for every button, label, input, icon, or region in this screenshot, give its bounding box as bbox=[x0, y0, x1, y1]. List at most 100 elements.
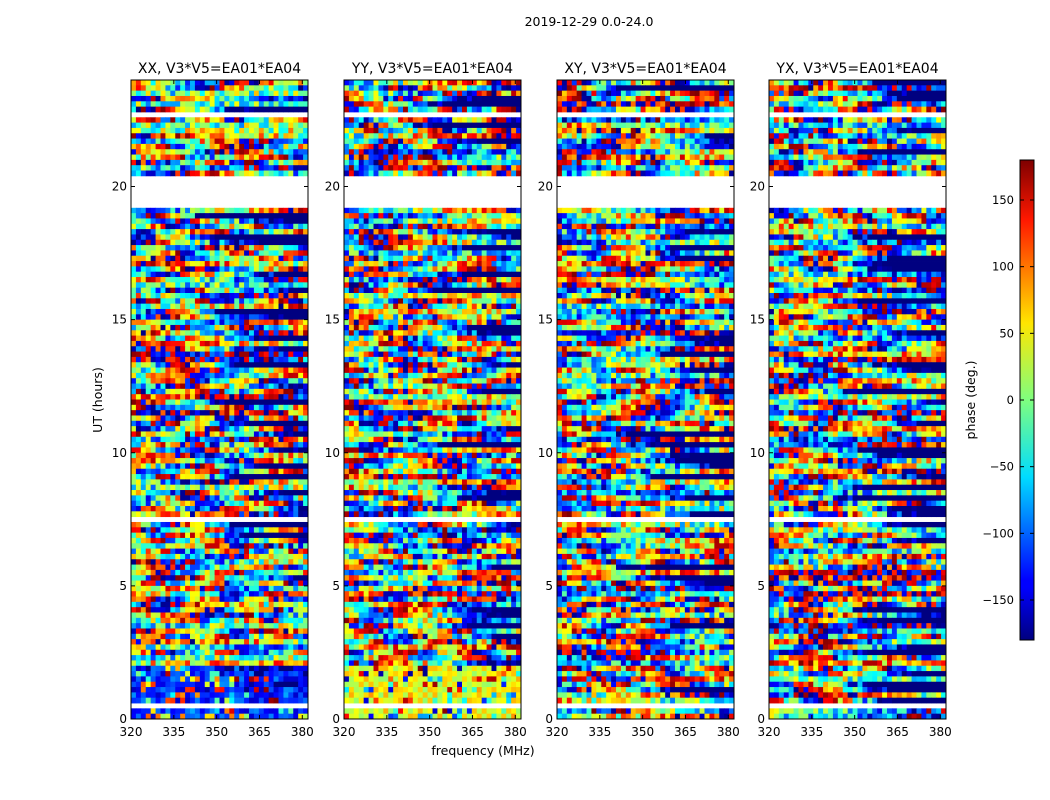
heatmap-cell bbox=[185, 298, 191, 305]
heatmap-cell bbox=[209, 314, 215, 321]
heatmap-cell bbox=[160, 458, 166, 464]
heatmap-cell bbox=[258, 697, 265, 704]
heatmap-cell bbox=[194, 500, 201, 507]
heatmap-cell bbox=[452, 90, 458, 97]
heatmap-cell bbox=[229, 665, 235, 672]
heatmap-cell bbox=[204, 293, 211, 299]
heatmap-cell bbox=[209, 383, 215, 390]
heatmap-cell bbox=[185, 106, 191, 113]
heatmap-cell bbox=[209, 612, 215, 619]
heatmap-cell bbox=[278, 490, 284, 496]
heatmap-cell bbox=[204, 713, 211, 720]
heatmap-cell bbox=[496, 154, 502, 161]
heatmap-cell bbox=[293, 404, 299, 411]
heatmap-cell bbox=[273, 298, 279, 305]
heatmap-cell bbox=[219, 431, 225, 438]
heatmap-cell bbox=[199, 591, 206, 597]
heatmap-cell bbox=[244, 591, 250, 597]
heatmap-cell bbox=[175, 293, 181, 299]
heatmap-cell bbox=[427, 133, 433, 139]
heatmap-cell bbox=[150, 474, 156, 480]
heatmap-cell bbox=[403, 90, 409, 97]
heatmap-cell bbox=[288, 548, 294, 555]
heatmap-cell bbox=[140, 143, 147, 150]
heatmap-cell bbox=[462, 250, 468, 257]
heatmap-cell bbox=[447, 122, 453, 129]
heatmap-cell bbox=[253, 266, 260, 273]
heatmap-cell bbox=[253, 314, 260, 321]
heatmap-cell bbox=[273, 138, 279, 145]
heatmap-cell bbox=[486, 80, 492, 86]
heatmap-cell bbox=[288, 213, 294, 219]
heatmap-cell bbox=[165, 537, 171, 544]
heatmap-cell bbox=[268, 713, 274, 720]
heatmap-cell bbox=[491, 138, 497, 145]
heatmap-cell bbox=[452, 138, 458, 145]
heatmap-cell bbox=[214, 442, 220, 448]
heatmap-cell bbox=[209, 239, 215, 246]
heatmap-cell bbox=[194, 442, 201, 448]
heatmap-cell bbox=[194, 250, 201, 257]
heatmap-cell bbox=[209, 159, 215, 166]
heatmap-cell bbox=[383, 143, 389, 150]
heatmap-cell bbox=[278, 607, 284, 613]
heatmap-cell bbox=[239, 585, 245, 592]
heatmap-cell bbox=[249, 548, 255, 555]
heatmap-cell bbox=[140, 521, 147, 528]
heatmap-cell bbox=[180, 511, 186, 518]
heatmap-cell bbox=[288, 639, 294, 645]
heatmap-cell bbox=[204, 474, 211, 480]
heatmap-cell bbox=[185, 495, 191, 502]
heatmap-cell bbox=[145, 404, 152, 411]
heatmap-cell bbox=[268, 351, 274, 358]
heatmap-cell bbox=[180, 692, 186, 699]
heatmap-cell bbox=[466, 95, 473, 102]
heatmap-cell bbox=[263, 133, 270, 139]
heatmap-cell bbox=[190, 548, 196, 555]
heatmap-cell bbox=[170, 580, 176, 587]
heatmap-cell bbox=[268, 394, 274, 400]
heatmap-cell bbox=[403, 245, 409, 251]
heatmap-cell bbox=[253, 601, 260, 608]
heatmap-cell bbox=[412, 255, 419, 262]
heatmap-cell bbox=[219, 442, 225, 448]
heatmap-cell bbox=[214, 484, 220, 491]
heatmap-cell bbox=[417, 90, 424, 97]
heatmap-cell bbox=[204, 490, 211, 496]
heatmap-cell bbox=[263, 415, 270, 422]
heatmap-cell bbox=[378, 234, 384, 241]
heatmap-cell bbox=[150, 356, 156, 363]
heatmap-cell bbox=[180, 628, 186, 635]
heatmap-cell bbox=[150, 138, 156, 145]
heatmap-cell bbox=[268, 106, 274, 113]
heatmap-cell bbox=[190, 585, 196, 592]
heatmap-cell bbox=[209, 101, 215, 108]
heatmap-cell bbox=[140, 101, 147, 108]
heatmap-cell bbox=[273, 127, 279, 134]
heatmap-cell bbox=[229, 431, 235, 438]
heatmap-cell bbox=[170, 143, 176, 150]
heatmap-cell bbox=[388, 143, 394, 150]
heatmap-cell bbox=[263, 266, 270, 273]
heatmap-cell bbox=[219, 452, 225, 459]
heatmap-cell bbox=[219, 106, 225, 113]
heatmap-cell bbox=[175, 143, 181, 150]
heatmap-cell bbox=[244, 117, 250, 124]
heatmap-cell bbox=[131, 372, 137, 379]
heatmap-cell bbox=[135, 394, 142, 400]
heatmap-cell bbox=[288, 399, 294, 406]
heatmap-cell bbox=[190, 298, 196, 305]
heatmap-cell bbox=[199, 644, 206, 651]
heatmap-cell bbox=[219, 495, 225, 502]
heatmap-cell bbox=[239, 713, 245, 720]
heatmap-cell bbox=[175, 490, 181, 496]
heatmap-cell bbox=[185, 532, 191, 539]
heatmap-cell bbox=[353, 239, 360, 246]
heatmap-cell bbox=[145, 548, 152, 555]
heatmap-cell bbox=[258, 649, 265, 656]
heatmap-cell bbox=[229, 633, 235, 640]
heatmap-cell bbox=[140, 340, 147, 347]
heatmap-cell bbox=[293, 90, 299, 97]
heatmap-cell bbox=[180, 442, 186, 448]
heatmap-cell bbox=[457, 149, 463, 155]
